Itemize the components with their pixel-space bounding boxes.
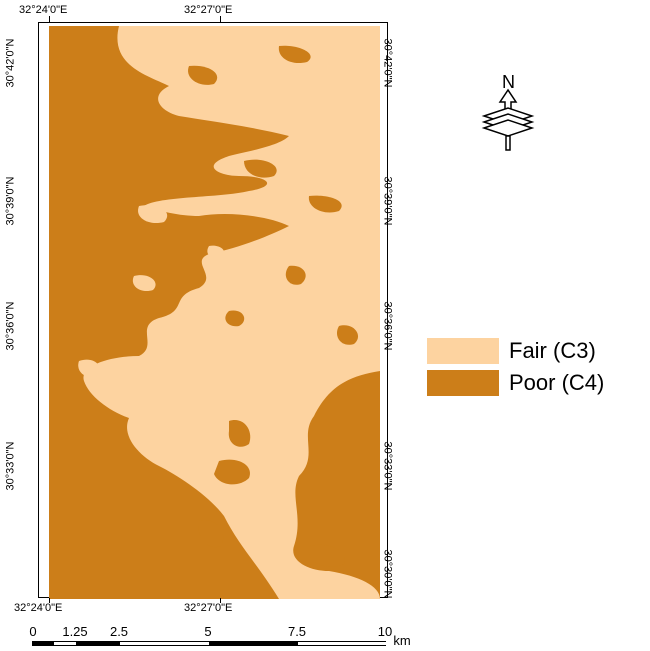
scale-unit: km — [393, 633, 411, 648]
legend-item-poor: Poor (C4) — [427, 370, 604, 396]
coord-left-2: 30°39'0"N — [4, 176, 17, 226]
scale-bar — [32, 641, 387, 646]
coord-left-3: 30°36'0"N — [4, 301, 17, 351]
north-arrow-icon: N — [481, 72, 535, 151]
coord-right-5: 30°30'0"N — [381, 549, 394, 599]
scale-seg-2 — [54, 642, 76, 645]
scale-seg-5 — [209, 642, 298, 645]
north-arrow: N — [480, 72, 540, 161]
legend-swatch-poor — [427, 370, 499, 396]
scale-label-4: 7.5 — [287, 624, 307, 639]
map-canvas — [49, 26, 380, 599]
legend-label-poor: Poor (C4) — [509, 370, 605, 395]
coord-bottom-center: 32°27'0"E — [184, 602, 233, 614]
coord-right-3: 30°36'0"N — [381, 301, 394, 351]
scale-label-0: 0 — [29, 624, 37, 639]
coord-right-4: 30°33'0"N — [381, 441, 394, 491]
scale-label-2: 2.5 — [109, 624, 129, 639]
scale-seg-1 — [33, 642, 54, 645]
legend-item-fair: Fair (C3) — [427, 338, 604, 364]
scale-label-1: 1.25 — [62, 624, 88, 639]
coord-top-west: 32°24'0"E — [19, 4, 68, 16]
poor-region-east — [293, 371, 380, 599]
fair-island-1 — [138, 205, 168, 224]
scale-label-3: 5 — [204, 624, 212, 639]
legend: Fair (C3) Poor (C4) — [427, 338, 604, 402]
poor-patch-6 — [309, 544, 345, 567]
tick-top-center — [220, 16, 221, 22]
scale-label-5: 10 — [377, 624, 393, 639]
coord-left-4: 30°33'0"N — [4, 441, 17, 491]
fair-island-3 — [132, 275, 156, 292]
poor-patch-4 — [285, 265, 306, 285]
coord-right-1: 30°42'0"N — [381, 38, 394, 88]
poor-patch-8 — [308, 195, 342, 213]
coord-top-center: 32°27'0"E — [184, 4, 233, 16]
coord-bottom-west: 32°24'0"E — [14, 602, 63, 614]
poor-patch-5 — [225, 310, 245, 327]
fair-island-2 — [78, 359, 101, 378]
legend-swatch-fair — [427, 338, 499, 364]
poor-patch-9 — [188, 65, 218, 85]
poor-patch-3 — [198, 520, 224, 548]
poor-patch-7 — [244, 159, 277, 178]
north-label: N — [502, 72, 515, 92]
fair-island-4 — [207, 245, 225, 259]
poor-patch-11 — [336, 325, 359, 345]
scale-seg-6 — [298, 642, 387, 645]
tick-top-west — [49, 16, 50, 22]
coord-left-1: 30°42'0"N — [4, 38, 17, 88]
tick-bottom-west — [49, 598, 50, 603]
tick-bottom-center — [220, 598, 221, 603]
scale-seg-4 — [120, 642, 209, 645]
poor-patch-10 — [278, 45, 311, 64]
coord-right-2: 30°39'0"N — [381, 176, 394, 226]
poor-patch-1 — [214, 459, 250, 485]
poor-patch-2 — [228, 420, 251, 447]
scale-seg-3 — [76, 642, 120, 645]
legend-label-fair: Fair (C3) — [509, 338, 596, 363]
